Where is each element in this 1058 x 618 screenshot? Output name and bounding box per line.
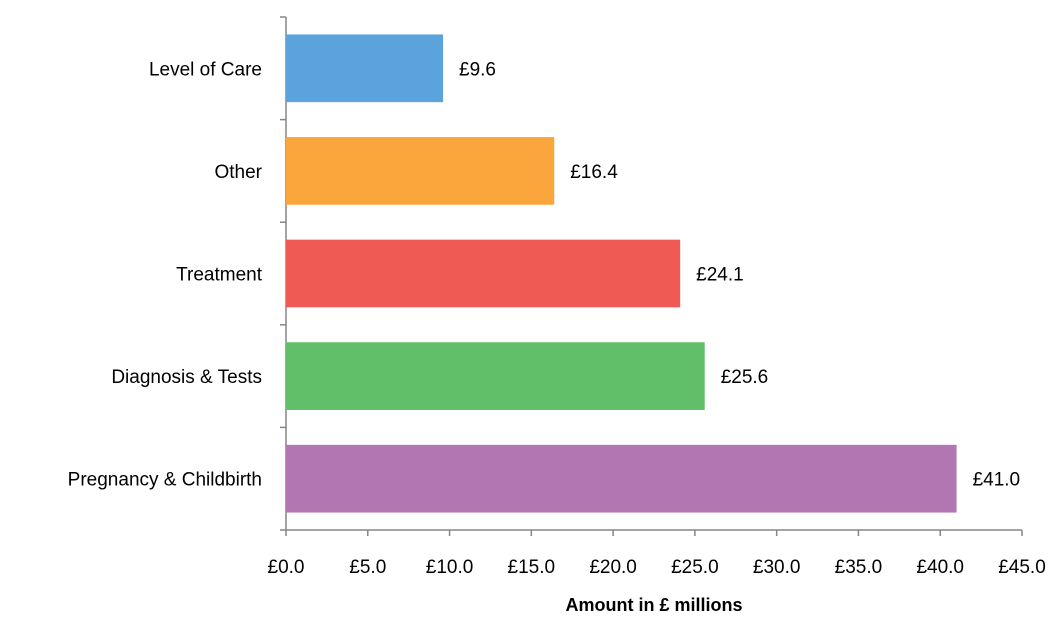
bar bbox=[286, 342, 705, 410]
x-tick-label: £15.0 bbox=[508, 557, 556, 578]
x-tick-label: £40.0 bbox=[916, 557, 964, 578]
x-tick-label: £35.0 bbox=[835, 557, 883, 578]
y-tick-label: Pregnancy & Childbirth bbox=[68, 470, 262, 491]
bar bbox=[286, 444, 957, 513]
value-label: £25.6 bbox=[721, 367, 769, 388]
value-label: £9.6 bbox=[459, 59, 496, 80]
y-tick-label: Level of Care bbox=[149, 59, 262, 80]
x-axis-title: Amount in £ millions bbox=[565, 595, 742, 615]
x-tick-label: £45.0 bbox=[998, 557, 1046, 578]
value-label: £24.1 bbox=[696, 265, 744, 286]
value-label: £41.0 bbox=[973, 470, 1021, 491]
bar bbox=[286, 137, 555, 205]
x-tick-label: £10.0 bbox=[426, 557, 474, 578]
x-tick-label: £25.0 bbox=[671, 557, 719, 578]
x-tick-label: £0.0 bbox=[268, 557, 305, 578]
bar bbox=[286, 34, 444, 103]
y-tick-label: Diagnosis & Tests bbox=[111, 367, 262, 388]
x-tick-label: £30.0 bbox=[753, 557, 801, 578]
y-tick-label: Other bbox=[214, 162, 262, 183]
y-tick-label: Treatment bbox=[176, 265, 263, 286]
x-tick-label: £20.0 bbox=[589, 557, 637, 578]
bar bbox=[286, 239, 681, 308]
value-label: £16.4 bbox=[570, 162, 618, 183]
x-tick-label: £5.0 bbox=[349, 557, 386, 578]
